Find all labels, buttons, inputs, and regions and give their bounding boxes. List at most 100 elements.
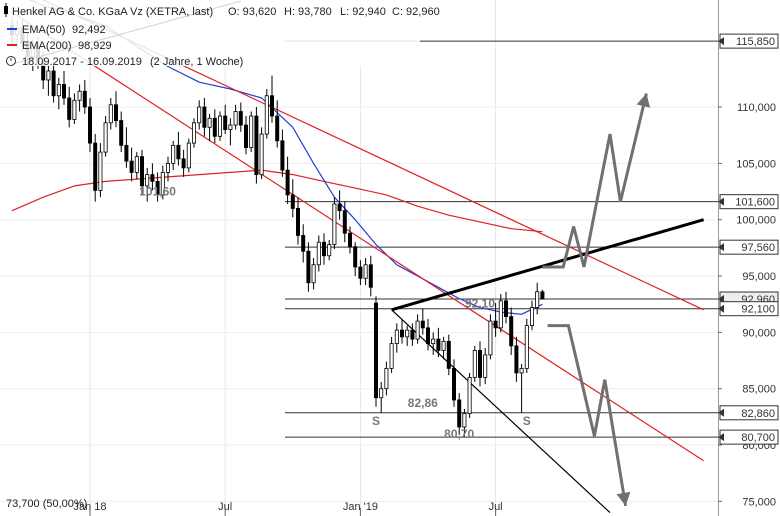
black-support-uptrend xyxy=(391,218,705,312)
candle-body xyxy=(332,203,337,245)
bearish-scenario-arrow-head xyxy=(616,491,631,506)
candle-body xyxy=(197,106,202,124)
candle-body xyxy=(337,203,342,212)
candle-body xyxy=(51,70,56,97)
price-level-label: 97,560 xyxy=(741,242,775,254)
price-level-pointer xyxy=(718,37,724,46)
ohlc-low: L: 92,940 xyxy=(340,6,386,18)
candle-body xyxy=(93,142,98,191)
ema50-legend-label: EMA(50) xyxy=(22,24,65,36)
ohlc-high: H: 93,780 xyxy=(284,6,332,18)
candle-body xyxy=(264,95,269,135)
candle-body xyxy=(394,329,399,345)
y-tick-label: 85,000 xyxy=(742,384,776,396)
candle-body xyxy=(467,377,472,414)
chart-annotation: 82,86 xyxy=(408,396,438,410)
price-level-label: 92,100 xyxy=(741,304,775,316)
candle-body xyxy=(358,266,363,279)
candle-body xyxy=(280,140,285,171)
candle-body xyxy=(165,162,170,173)
price-level-label: 82,860 xyxy=(741,408,775,420)
candle-body xyxy=(176,144,181,160)
ohlc-open: O: 93,620 xyxy=(228,6,276,18)
candle-body xyxy=(457,399,462,428)
chart-annotation: 92,10 xyxy=(465,297,495,311)
candle-body xyxy=(191,122,196,144)
chart-annotations: 101,60 92,10 82,86 80,70 S S xyxy=(139,185,531,441)
bullish-scenario-arrow-head xyxy=(636,93,651,108)
candle-body xyxy=(436,338,441,351)
candle-body xyxy=(259,133,264,176)
scale-footer-label: 73,700 (50,00%) xyxy=(6,498,87,510)
ema200-legend-label: EMA(200) xyxy=(22,40,72,52)
candle-body xyxy=(353,246,358,268)
candle-body xyxy=(306,250,311,284)
candle-body xyxy=(373,302,378,399)
chart-annotation: S xyxy=(372,414,380,428)
candle-body xyxy=(415,320,420,340)
candle-body xyxy=(275,115,280,142)
x-tick-label: Jan 18 xyxy=(73,501,106,513)
candles xyxy=(9,16,545,438)
candle-body xyxy=(405,329,410,338)
candle-body xyxy=(269,95,274,117)
candle-body xyxy=(410,329,415,340)
candle-body xyxy=(503,300,508,317)
ohlc-close: C: 92,960 xyxy=(392,6,440,18)
candle-body xyxy=(186,142,191,169)
candle-body xyxy=(399,329,404,338)
price-level-pointer xyxy=(718,295,724,304)
candle-body xyxy=(368,264,373,288)
y-tick-label: 75,000 xyxy=(742,496,776,508)
price-level-pointer xyxy=(718,197,724,206)
candle-body xyxy=(124,144,129,162)
date-range-label: 18.09.2017 - 16.09.2019 xyxy=(22,56,142,68)
candle-body xyxy=(462,413,467,428)
price-level-pointer xyxy=(718,304,724,313)
candle-body xyxy=(171,144,176,164)
price-level-label: 101,600 xyxy=(735,197,775,209)
candle-body xyxy=(212,117,217,137)
candle-body xyxy=(425,327,430,345)
candle-body xyxy=(233,111,238,126)
candle-body xyxy=(72,99,77,120)
candle-body xyxy=(77,90,82,101)
bullish-scenario-arrow xyxy=(542,93,648,269)
candle-body xyxy=(249,115,254,148)
candle-body xyxy=(342,210,347,234)
y-tick-label: 95,000 xyxy=(742,271,776,283)
ema200-legend-value: 98,929 xyxy=(78,40,112,52)
candle-body xyxy=(46,70,51,81)
candle-body xyxy=(535,291,540,308)
candle-body xyxy=(108,104,113,124)
price-level-pointer xyxy=(718,243,724,252)
plot-background xyxy=(0,0,718,516)
candle-body xyxy=(363,264,368,279)
candle-body xyxy=(217,115,222,137)
instrument-title: Henkel AG & Co. KGaA Vz (XETRA, last) xyxy=(12,6,213,18)
chart-annotation: 80,70 xyxy=(444,427,474,441)
candle-body xyxy=(88,106,93,144)
candle-body xyxy=(493,320,498,329)
candle-body xyxy=(202,106,207,128)
candle-body xyxy=(321,241,326,257)
candle-body xyxy=(82,90,87,108)
candle-body xyxy=(139,156,144,187)
candle-body xyxy=(483,354,488,378)
x-tick-label: Jul xyxy=(218,501,232,513)
candle-body xyxy=(285,169,290,196)
candle-body xyxy=(160,171,165,196)
header-backdrop xyxy=(0,0,420,66)
x-tick-label: Jul xyxy=(489,501,503,513)
candle-body xyxy=(290,194,295,209)
candle-body xyxy=(155,180,160,196)
candle-body xyxy=(498,300,503,329)
candle-body xyxy=(514,345,519,374)
x-tick-label: Jan '19 xyxy=(343,501,378,513)
candle-body xyxy=(472,349,477,378)
candle-body xyxy=(207,117,212,128)
chart-annotation: 101,60 xyxy=(139,185,176,199)
candle-body xyxy=(524,325,529,369)
price-level-label: 115,850 xyxy=(736,36,775,48)
